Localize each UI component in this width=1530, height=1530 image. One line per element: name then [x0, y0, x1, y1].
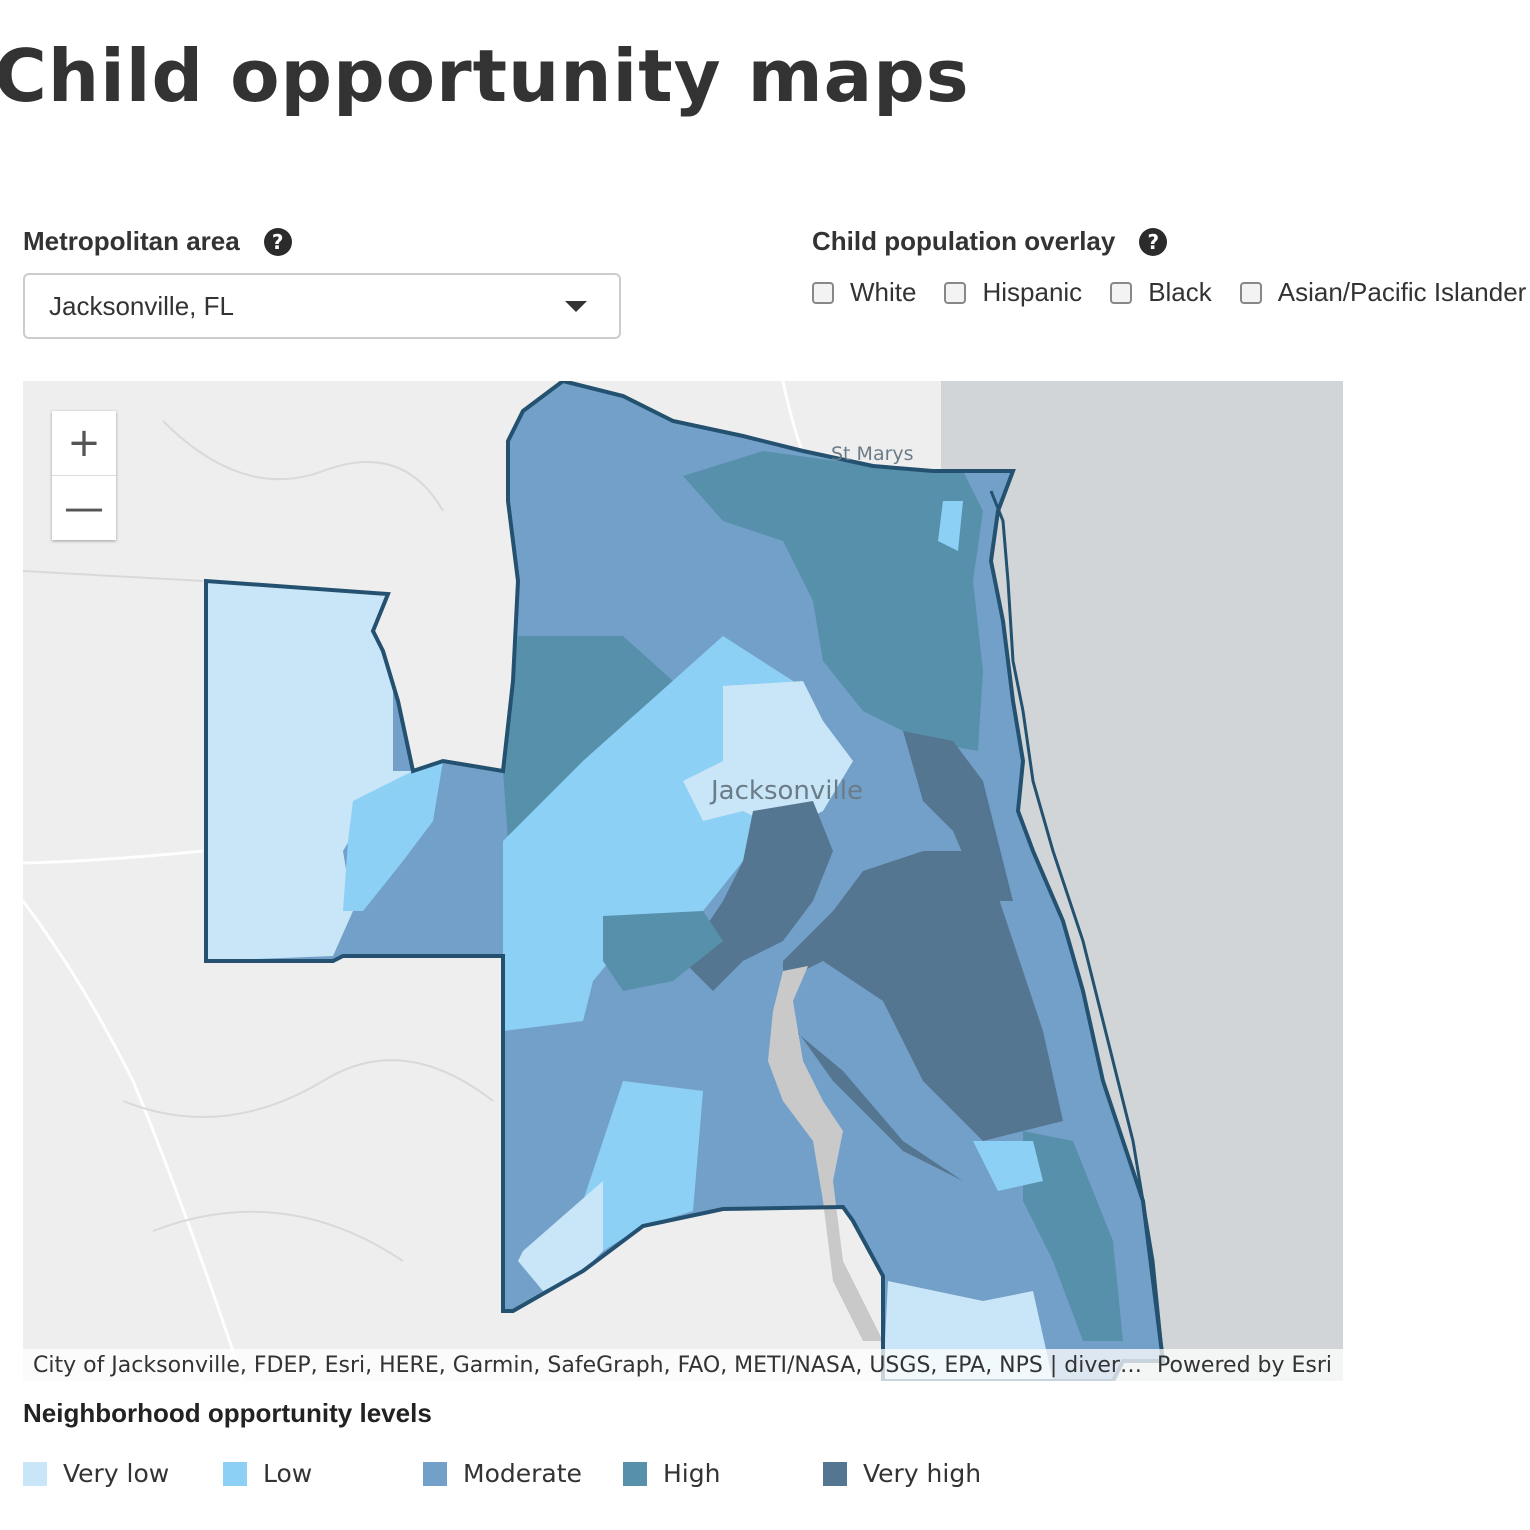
overlay-option-label: Hispanic	[982, 277, 1083, 307]
checkbox[interactable]	[1110, 281, 1133, 304]
metro-select-value: Jacksonville, FL	[49, 290, 234, 321]
legend-label: High	[663, 1459, 721, 1488]
town-label: St Marys	[831, 443, 914, 465]
overlay-option-label: White	[850, 277, 917, 307]
overlay-option-white[interactable]: White	[812, 277, 916, 308]
city-label: Jacksonville	[711, 776, 863, 806]
overlay-option-label: Black	[1148, 277, 1212, 307]
county-boundary	[204, 381, 1166, 1381]
legend-swatch	[423, 1461, 447, 1486]
overlay-label-row: Child population overlay ?	[812, 226, 1168, 257]
overlay-option-label: Asian/Pacific Islander	[1277, 277, 1527, 307]
coastline-boundary	[989, 490, 1165, 1362]
question-circle-icon[interactable]: ?	[263, 227, 292, 256]
powered-by-link[interactable]: Powered by Esri	[1157, 1352, 1333, 1378]
metro-label: Metropolitan area	[23, 226, 240, 256]
legend-label: Very high	[863, 1459, 982, 1488]
legend-item-moderate: Moderate	[423, 1459, 582, 1488]
overlay-checkbox-group: White Hispanic Black Asian/Pacific Islan…	[812, 277, 1530, 308]
zoom-control: + —	[52, 411, 116, 540]
legend-label: Moderate	[463, 1459, 582, 1488]
map-view[interactable]: St Marys Jacksonville + — City of Jackso…	[23, 381, 1343, 1381]
opportunity-regions	[206, 381, 1163, 1381]
legend-swatch	[23, 1461, 47, 1486]
legend-item-high: High	[623, 1459, 720, 1488]
legend-swatch	[223, 1461, 247, 1486]
legend-label: Low	[263, 1459, 313, 1488]
question-circle-icon[interactable]: ?	[1139, 227, 1168, 256]
metro-select[interactable]: Jacksonville, FL	[23, 273, 621, 339]
legend-item-low: Low	[223, 1459, 312, 1488]
legend-swatch	[823, 1461, 847, 1486]
checkbox[interactable]	[944, 281, 967, 304]
overlay-label: Child population overlay	[812, 226, 1116, 256]
overlay-option-black[interactable]: Black	[1110, 277, 1212, 308]
map-attribution: City of Jacksonville, FDEP, Esri, HERE, …	[23, 1349, 1343, 1381]
legend-swatch	[623, 1461, 647, 1486]
overlay-option-asian-pacific-islander[interactable]: Asian/Pacific Islander	[1239, 277, 1527, 308]
overlay-option-hispanic[interactable]: Hispanic	[944, 277, 1082, 308]
page-title: Child opportunity maps	[0, 34, 970, 118]
legend-title: Neighborhood opportunity levels	[23, 1398, 432, 1428]
zoom-in-button[interactable]: +	[67, 420, 101, 466]
checkbox[interactable]	[812, 281, 834, 304]
map-canvas[interactable]	[23, 381, 1343, 1381]
attribution-text[interactable]: City of Jacksonville, FDEP, Esri, HERE, …	[33, 1352, 1143, 1378]
minor-road-lines	[23, 420, 494, 1262]
legend-label: Very low	[63, 1459, 170, 1488]
metro-label-row: Metropolitan area ?	[23, 226, 292, 257]
checkbox[interactable]	[1239, 281, 1262, 304]
chevron-down-icon	[565, 301, 587, 312]
legend-item-very-low: Very low	[23, 1459, 169, 1488]
legend: Very low Low Moderate High Very high	[23, 1459, 1023, 1491]
zoom-out-button[interactable]: —	[52, 475, 116, 540]
legend-item-very-high: Very high	[823, 1459, 981, 1488]
